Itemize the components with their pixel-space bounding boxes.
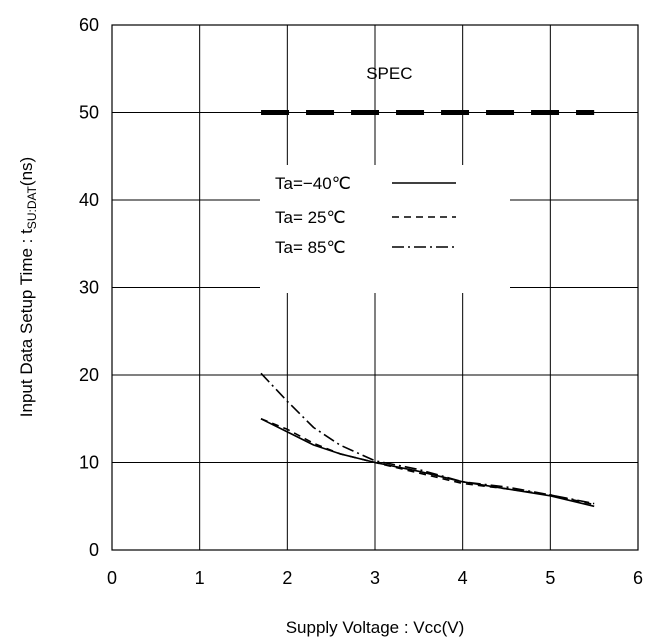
x-tick-label: 3 <box>370 568 380 588</box>
y-tick-label: 10 <box>79 453 99 473</box>
x-axis-label: Supply Voltage : Vcc(V) <box>286 618 465 637</box>
x-tick-label: 5 <box>545 568 555 588</box>
x-tick-label: 4 <box>458 568 468 588</box>
y-tick-label: 0 <box>89 540 99 560</box>
series-line <box>260 372 595 505</box>
x-tick-label: 6 <box>633 568 643 588</box>
legend-label: Ta=−40℃ <box>275 174 351 193</box>
x-tick-label: 0 <box>107 568 117 588</box>
y-tick-label: 60 <box>79 15 99 35</box>
series-group <box>260 372 595 508</box>
y-axis-label-subscript: SU:DAT <box>25 185 39 229</box>
y-axis-label-suffix: (ns) <box>17 157 36 186</box>
series-line <box>260 418 595 506</box>
y-tick-label: 40 <box>79 190 99 210</box>
x-tick-label: 2 <box>282 568 292 588</box>
y-tick-label: 50 <box>79 103 99 123</box>
legend-background <box>260 165 510 293</box>
plot-frame <box>111 24 639 551</box>
y-axis-label: Input Data Setup Time : tSU:DAT(ns) <box>17 157 39 417</box>
legend: Ta=−40℃ Ta= 25℃ Ta= 85℃ <box>275 174 456 257</box>
y-tick-label: 30 <box>79 278 99 298</box>
y-tick-label: 20 <box>79 365 99 385</box>
legend-label: Ta= 85℃ <box>275 238 346 257</box>
spec-annotation: SPEC <box>366 64 412 83</box>
x-tick-label: 1 <box>195 568 205 588</box>
y-axis-label-main: Input Data Setup Time : t <box>17 229 36 417</box>
legend-label: Ta= 25℃ <box>275 208 346 227</box>
